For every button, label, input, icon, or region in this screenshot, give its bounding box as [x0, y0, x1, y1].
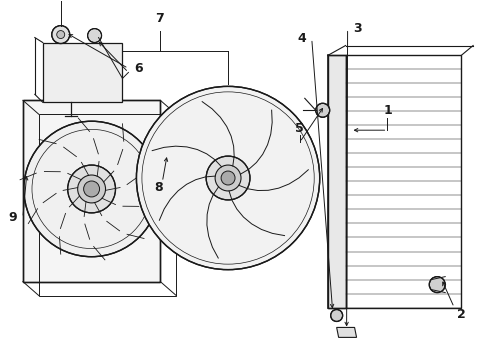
Circle shape [52, 26, 70, 44]
Circle shape [331, 310, 343, 321]
Circle shape [68, 165, 116, 213]
Text: 2: 2 [457, 308, 465, 321]
Circle shape [24, 121, 159, 257]
Circle shape [206, 156, 250, 200]
Polygon shape [43, 42, 122, 102]
Polygon shape [23, 100, 160, 282]
Circle shape [57, 31, 65, 39]
Text: 5: 5 [295, 122, 304, 135]
Circle shape [160, 136, 184, 160]
Circle shape [136, 86, 319, 270]
Text: 9: 9 [9, 211, 17, 224]
Circle shape [316, 103, 330, 117]
Circle shape [165, 141, 179, 155]
Text: 3: 3 [353, 22, 362, 35]
Polygon shape [337, 328, 357, 337]
Text: 1: 1 [383, 104, 392, 117]
Polygon shape [328, 55, 345, 307]
Circle shape [221, 171, 235, 185]
Text: 4: 4 [297, 32, 306, 45]
Circle shape [215, 165, 241, 191]
Circle shape [168, 144, 176, 152]
Text: 7: 7 [155, 12, 164, 25]
Circle shape [429, 276, 445, 293]
Text: 6: 6 [134, 62, 143, 75]
Circle shape [77, 175, 105, 203]
Circle shape [84, 181, 99, 197]
Circle shape [88, 28, 101, 42]
Text: 8: 8 [154, 181, 163, 194]
